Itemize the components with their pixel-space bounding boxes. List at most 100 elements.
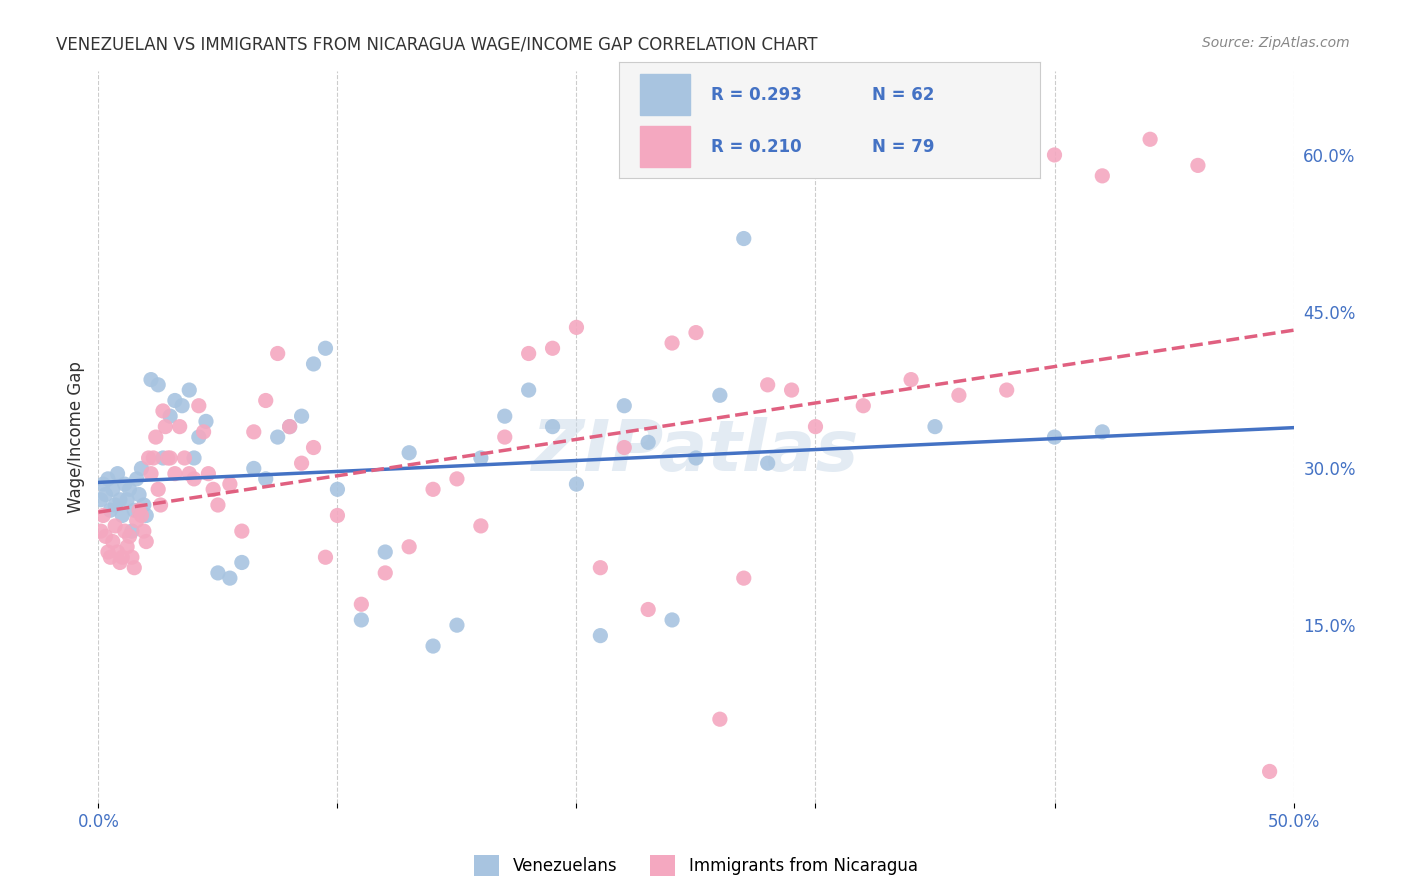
Point (733, 571, 755, 585)
Point (101, 483, 124, 497)
Point (315, 341, 337, 355)
Point (804, 419, 827, 434)
Point (91, 508, 114, 523)
Point (107, 545, 129, 559)
Point (948, 388, 970, 402)
Point (131, 461, 153, 475)
Point (118, 529, 141, 543)
Point (302, 357, 325, 371)
Point (219, 477, 242, 491)
Point (132, 498, 155, 512)
Point (135, 508, 157, 523)
Point (709, 712, 731, 726)
Point (104, 498, 127, 512)
Point (1091, 425, 1114, 439)
Point (156, 450, 179, 465)
Point (128, 503, 150, 517)
Point (995, 383, 1018, 397)
Bar (640, 126, 690, 167)
Point (193, 425, 215, 439)
Point (541, 419, 564, 434)
Point (101, 534, 124, 549)
Point (231, 524, 253, 538)
Point (155, 419, 177, 434)
Point (637, 435, 659, 450)
Point (291, 409, 314, 424)
Point (613, 441, 636, 455)
Point (139, 467, 162, 481)
Point (374, 545, 396, 559)
Point (756, 377, 779, 392)
Point (756, 456, 779, 470)
Point (422, 639, 444, 653)
Text: VENEZUELAN VS IMMIGRANTS FROM NICARAGUA WAGE/INCOME GAP CORRELATION CHART: VENEZUELAN VS IMMIGRANTS FROM NICARAGUA … (56, 36, 818, 54)
Point (107, 467, 129, 481)
Point (114, 524, 136, 538)
Point (685, 326, 707, 340)
Point (267, 430, 290, 444)
Point (517, 383, 540, 397)
Point (91, 477, 114, 491)
Point (202, 483, 225, 497)
Point (98, 550, 122, 565)
Point (121, 524, 143, 538)
Point (148, 377, 170, 392)
Point (470, 450, 492, 465)
Point (128, 487, 150, 501)
Point (685, 450, 707, 465)
Point (1187, 158, 1209, 172)
Text: R = 0.293: R = 0.293 (711, 86, 803, 103)
Point (733, 231, 755, 245)
Point (254, 472, 277, 486)
Point (924, 419, 946, 434)
Point (852, 399, 875, 413)
Point (661, 336, 683, 351)
Point (278, 419, 301, 434)
Point (278, 419, 301, 434)
Point (589, 629, 612, 643)
Point (291, 456, 314, 470)
Point (709, 388, 731, 402)
Point (173, 450, 195, 465)
Point (207, 566, 229, 580)
Point (169, 419, 191, 434)
Point (97, 545, 120, 559)
Bar (640, 74, 690, 114)
Point (207, 498, 229, 512)
Point (90, 492, 112, 507)
Point (115, 492, 138, 507)
Point (163, 467, 186, 481)
Point (115, 540, 138, 554)
Point (118, 483, 141, 497)
Point (1139, 132, 1161, 146)
Point (104, 519, 127, 533)
Point (183, 472, 205, 486)
Point (108, 556, 131, 570)
Y-axis label: Wage/Income Gap: Wage/Income Gap (66, 361, 84, 513)
Point (111, 508, 134, 523)
Point (197, 467, 219, 481)
Point (94, 529, 117, 543)
Point (98, 503, 122, 517)
Point (183, 450, 205, 465)
Point (900, 373, 922, 387)
Point (149, 498, 172, 512)
Point (1091, 169, 1114, 183)
Point (138, 450, 160, 465)
Text: N = 79: N = 79 (872, 138, 934, 156)
Point (350, 597, 373, 611)
Text: R = 0.210: R = 0.210 (711, 138, 801, 156)
Point (159, 409, 181, 424)
Point (108, 492, 131, 507)
Point (179, 383, 201, 397)
Point (267, 346, 290, 360)
Legend: Venezuelans, Immigrants from Nicaragua: Venezuelans, Immigrants from Nicaragua (467, 848, 925, 882)
Point (422, 483, 444, 497)
Point (124, 560, 146, 574)
Point (142, 450, 165, 465)
Text: N = 62: N = 62 (872, 86, 934, 103)
Point (135, 534, 157, 549)
Point (114, 477, 136, 491)
Point (541, 341, 564, 355)
Point (398, 446, 420, 460)
